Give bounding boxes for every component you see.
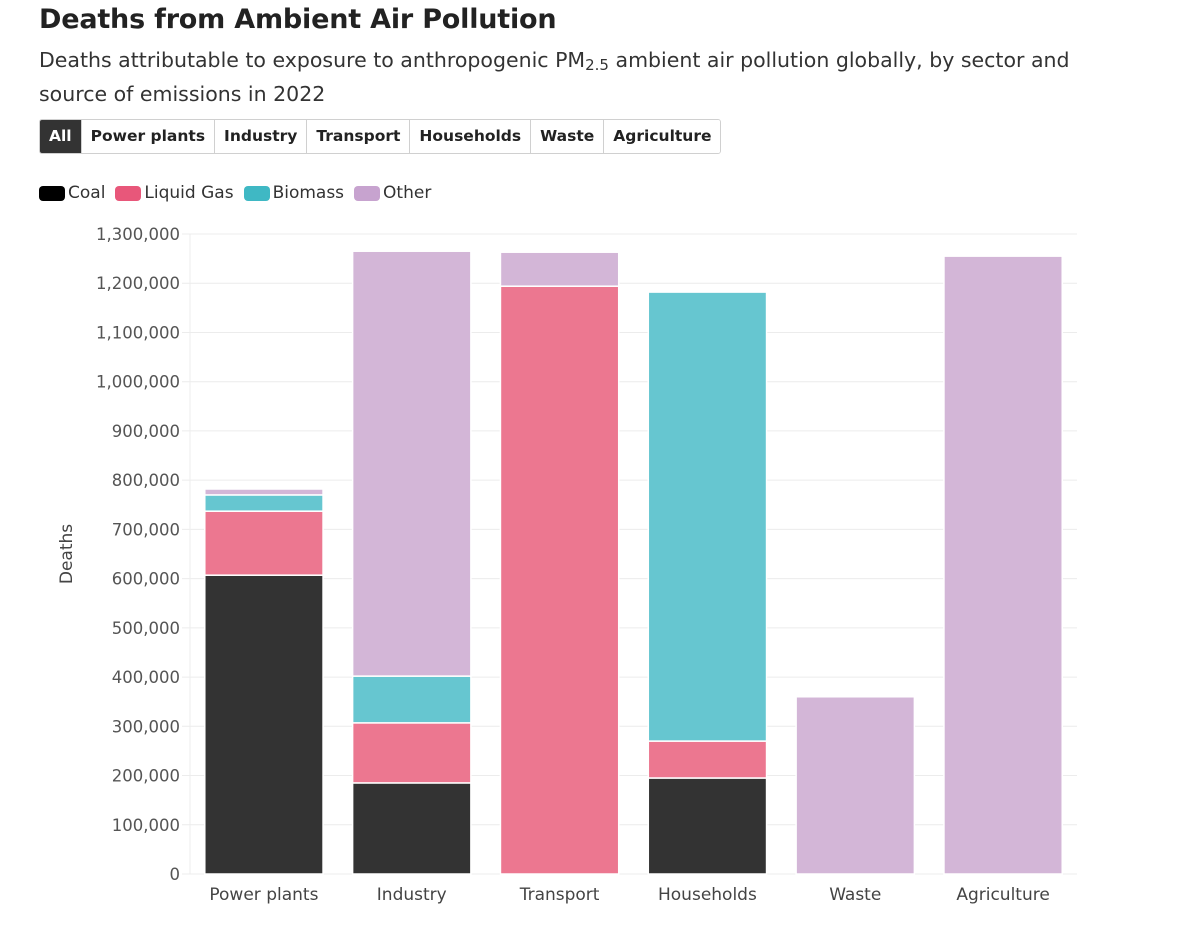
x-tick-label: Households [658, 885, 757, 905]
y-tick-label: 900,000 [112, 422, 180, 441]
bar-segment-liquid-gas[interactable] [647, 740, 768, 779]
y-tick-label: 600,000 [112, 570, 180, 589]
subtitle-text-post: ambient air pollution globally, by secto… [39, 48, 1070, 106]
bar-segment-liquid-gas[interactable] [499, 285, 620, 875]
legend-swatch-coal [39, 185, 65, 201]
y-tick-label: 100,000 [112, 816, 180, 835]
legend-item-liquid-gas[interactable]: Liquid Gas [115, 183, 234, 203]
bar-segment-other[interactable] [204, 488, 324, 496]
bar-segment-other[interactable] [499, 251, 620, 287]
bar-segment-coal[interactable] [204, 574, 324, 875]
legend-item-biomass[interactable]: Biomass [243, 183, 345, 203]
tab-power-plants[interactable]: Power plants [81, 120, 216, 153]
y-axis-title: Deaths [57, 524, 77, 584]
y-tick-label: 200,000 [112, 767, 180, 786]
legend-label-other: Other [383, 183, 432, 203]
bar-segment-coal[interactable] [351, 782, 472, 875]
y-tick-label: 500,000 [112, 619, 180, 638]
subtitle-subscript: 2.5 [585, 56, 609, 74]
y-tick-label: 400,000 [112, 668, 180, 687]
legend-label-biomass: Biomass [272, 183, 345, 203]
bar-segment-biomass[interactable] [351, 675, 472, 724]
grid-lines [182, 233, 1077, 875]
tab-industry[interactable]: Industry [215, 120, 308, 153]
legend-label-liquid-gas: Liquid Gas [144, 183, 234, 203]
legend-item-other[interactable]: Other [354, 183, 431, 203]
y-tick-label: 300,000 [112, 717, 180, 736]
bar-segment-liquid-gas[interactable] [351, 722, 472, 784]
tab-agriculture[interactable]: Agriculture [604, 120, 721, 153]
legend-swatch-liquid-gas [115, 185, 142, 201]
bar-segment-biomass[interactable] [647, 291, 768, 742]
chart-subtitle: Deaths attributable to exposure to anthr… [39, 46, 1099, 109]
y-tick-label: 700,000 [112, 520, 180, 539]
legend-swatch-biomass [243, 185, 270, 201]
tab-all[interactable]: All [40, 120, 82, 153]
tab-waste[interactable]: Waste [531, 120, 605, 153]
bar-segment-other[interactable] [795, 696, 916, 875]
y-tick-label: 1,200,000 [96, 274, 180, 293]
subtitle-text-pre: Deaths attributable to exposure to anthr… [39, 48, 586, 72]
sector-filter-tabs: All Power plants Industry Transport Hous… [39, 119, 722, 154]
chart-title: Deaths from Ambient Air Pollution [39, 4, 557, 35]
x-tick-label: Industry [377, 885, 447, 905]
legend-swatch-other [354, 185, 381, 201]
bar-segment-other[interactable] [351, 250, 472, 677]
x-tick-label: Power plants [209, 885, 318, 905]
tab-households[interactable]: Households [410, 120, 532, 153]
tab-transport[interactable]: Transport [307, 120, 411, 153]
bar-segment-coal[interactable] [647, 777, 768, 875]
bar-segment-other[interactable] [943, 255, 1063, 875]
y-tick-label: 1,300,000 [96, 225, 180, 244]
y-tick-label: 800,000 [112, 471, 180, 490]
chart-legend: Coal Liquid Gas Biomass Other [39, 183, 441, 203]
y-tick-label: 1,000,000 [96, 373, 180, 392]
x-tick-label: Transport [519, 885, 600, 905]
bars [204, 250, 1063, 875]
bar-segment-liquid-gas[interactable] [204, 510, 324, 576]
x-tick-label: Agriculture [956, 885, 1050, 905]
y-tick-label: 1,100,000 [96, 323, 180, 342]
legend-item-coal[interactable]: Coal [39, 183, 105, 203]
legend-label-coal: Coal [68, 183, 106, 203]
x-tick-label: Waste [829, 885, 881, 905]
y-tick-label: 0 [170, 865, 181, 884]
bar-segment-biomass[interactable] [204, 494, 324, 512]
y-axis-ticks: 0 100,000 200,000 300,000 400,000 500,000 600,… [96, 225, 180, 884]
x-axis-labels: Power plants Industry Transport Households W… [209, 885, 1049, 905]
